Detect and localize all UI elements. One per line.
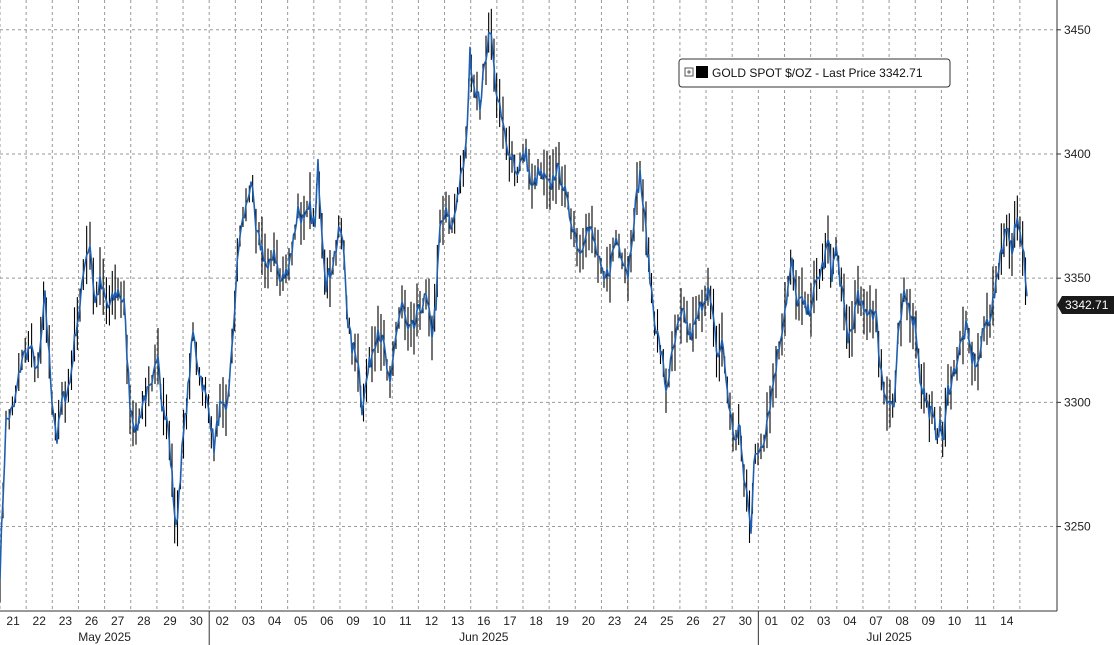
x-tick-label: 09 xyxy=(346,614,360,628)
x-tick-label: 30 xyxy=(189,614,203,628)
x-tick-label: 25 xyxy=(660,614,674,628)
x-tick-label: 04 xyxy=(843,614,857,628)
y-tick-label: 3350 xyxy=(1064,271,1091,285)
y-tick-label: 3300 xyxy=(1064,395,1091,409)
x-tick-label: 02 xyxy=(791,614,805,628)
y-axis-ticks: 3250 3300 3350 3400 3450 xyxy=(1057,23,1091,534)
x-tick-label: 09 xyxy=(922,614,936,628)
month-label: Jul 2025 xyxy=(866,630,912,644)
month-labels: May 2025 Jun 2025 Jul 2025 xyxy=(78,611,912,645)
legend-label: GOLD SPOT $/OZ - Last Price 3342.71 xyxy=(712,66,923,80)
month-label: May 2025 xyxy=(78,630,131,644)
x-tick-label: 11 xyxy=(399,614,412,628)
y-tick-label: 3450 xyxy=(1064,23,1091,37)
x-tick-label: 10 xyxy=(948,614,962,628)
x-tick-label: 05 xyxy=(294,614,308,628)
x-tick-label: 08 xyxy=(895,614,909,628)
x-tick-label: 23 xyxy=(59,614,73,628)
x-tick-label: 27 xyxy=(111,614,125,628)
x-tick-label: 02 xyxy=(216,614,230,628)
x-tick-label: 06 xyxy=(320,614,334,628)
legend-swatch xyxy=(696,66,708,78)
x-tick-label: 26 xyxy=(686,614,700,628)
x-tick-label: 17 xyxy=(503,614,517,628)
x-tick-label: 18 xyxy=(529,614,543,628)
y-tick-label: 3250 xyxy=(1064,520,1091,534)
x-tick-label: 12 xyxy=(425,614,439,628)
x-tick-label: 28 xyxy=(137,614,151,628)
x-tick-label: 23 xyxy=(608,614,622,628)
x-tick-label: 30 xyxy=(739,614,753,628)
x-tick-label: 24 xyxy=(634,614,648,628)
month-label: Jun 2025 xyxy=(459,630,509,644)
y-tick-label: 3400 xyxy=(1064,147,1091,161)
x-tick-label: 16 xyxy=(477,614,491,628)
x-tick-label: 04 xyxy=(268,614,282,628)
x-tick-label: 14 xyxy=(1000,614,1014,628)
x-tick-label: 27 xyxy=(712,614,726,628)
x-axis-ticks: 21 22 23 26 27 28 29 30 02 03 04 05 06 09 10 11 12 13 16 17… xyxy=(6,614,1013,628)
legend-box[interactable]: GOLD SPOT $/OZ - Last Price 3342.71 xyxy=(678,58,951,88)
x-tick-label: 26 xyxy=(85,614,99,628)
x-tick-label: 03 xyxy=(242,614,256,628)
last-price-tag-text: 3342.71 xyxy=(1065,298,1109,312)
x-tick-label: 07 xyxy=(869,614,883,628)
x-tick-label: 03 xyxy=(817,614,831,628)
price-line xyxy=(0,31,1028,581)
last-price-tag: 3342.71 xyxy=(1057,296,1114,314)
x-tick-label: 01 xyxy=(765,614,779,628)
x-tick-label: 13 xyxy=(451,614,465,628)
boxed-plus-icon[interactable] xyxy=(684,67,694,77)
price-series xyxy=(0,8,1028,603)
x-tick-label: 29 xyxy=(163,614,177,628)
x-tick-label: 22 xyxy=(33,614,47,628)
x-tick-label: 19 xyxy=(556,614,570,628)
legend-frame xyxy=(678,58,951,88)
x-tick-label: 11 xyxy=(974,614,987,628)
x-tick-label: 21 xyxy=(6,614,20,628)
x-tick-label: 20 xyxy=(582,614,596,628)
last-price-tag-bg xyxy=(1057,296,1114,314)
x-tick-label: 10 xyxy=(372,614,386,628)
